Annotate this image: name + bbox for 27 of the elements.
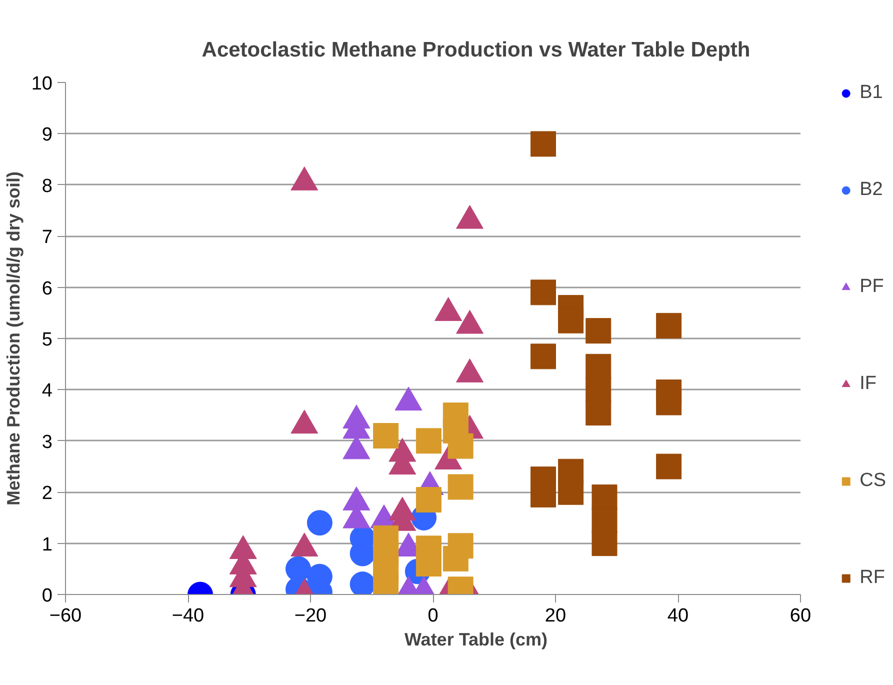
y-tick-label: 5 (42, 330, 53, 350)
x-tick-label: −20 (294, 606, 327, 626)
x-tick-label: −60 (49, 606, 82, 626)
y-tick-label: 10 (31, 74, 53, 94)
y-tick-label: 8 (42, 176, 53, 197)
x-tick-label: 20 (544, 606, 566, 626)
chart-title: Acetoclastic Methane Production vs Water Table Depth (202, 38, 750, 62)
legend-label: RF (860, 567, 885, 589)
y-tick-label: 3 (42, 432, 53, 453)
y-tick-label: 4 (42, 380, 53, 402)
x-tick-label: 60 (790, 606, 812, 626)
legend-label: B2 (860, 179, 883, 201)
x-tick-label: 0 (428, 606, 438, 626)
y-tick-label: 7 (42, 227, 53, 248)
y-tick-label: 2 (42, 483, 53, 504)
legend-label: PF (860, 276, 884, 298)
y-tick-label: 1 (42, 534, 53, 556)
legend-label: B1 (860, 82, 883, 104)
y-tick-label: 0 (42, 586, 53, 606)
legend-label: IF (860, 373, 878, 395)
x-axis-title: Water Table (cm) (404, 630, 548, 650)
y-axis-title: Methane Production (umol/d/g dry soil) (3, 171, 24, 506)
y-tick-label: 6 (42, 278, 53, 300)
x-tick-label: −40 (172, 606, 204, 626)
x-tick-label: 40 (667, 606, 689, 626)
legend-label: CS (860, 470, 886, 492)
y-tick-label: 9 (42, 124, 53, 146)
